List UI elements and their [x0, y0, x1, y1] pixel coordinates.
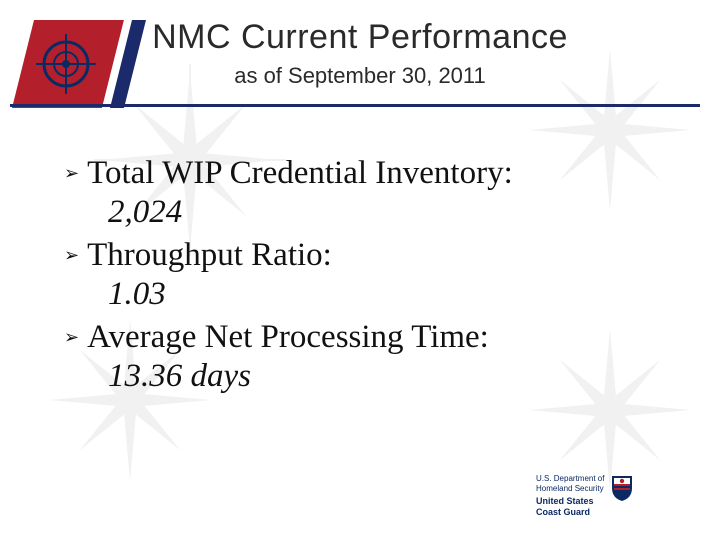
footer-line-4: Coast Guard: [536, 507, 604, 518]
chevron-icon: ➢: [64, 327, 79, 348]
chevron-icon: ➢: [64, 163, 79, 184]
bullet-list: ➢ Total WIP Credential Inventory: 2,024 …: [64, 155, 664, 401]
bullet-item: ➢ Throughput Ratio: 1.03: [64, 237, 664, 313]
bullet-item: ➢ Average Net Processing Time: 13.36 day…: [64, 319, 664, 395]
footer-line-1: U.S. Department of: [536, 474, 604, 484]
bullet-item: ➢ Total WIP Credential Inventory: 2,024: [64, 155, 664, 231]
bullet-label: Throughput Ratio:: [87, 237, 332, 274]
slide-subtitle: as of September 30, 2011: [0, 63, 720, 89]
bullet-value: 13.36 days: [64, 358, 664, 395]
bullet-value: 1.03: [64, 276, 664, 313]
bullet-label: Average Net Processing Time:: [87, 319, 489, 356]
slide-title: NMC Current Performance: [0, 18, 720, 57]
footer-line-2: Homeland Security: [536, 484, 604, 494]
coast-guard-shield-icon: [610, 474, 634, 502]
slide-header: NMC Current Performance as of September …: [0, 18, 720, 89]
footer-logo: U.S. Department of Homeland Security Uni…: [536, 474, 706, 530]
header-rule: [10, 104, 700, 107]
bullet-label: Total WIP Credential Inventory:: [87, 155, 513, 192]
footer-line-3: United States: [536, 496, 604, 507]
chevron-icon: ➢: [64, 245, 79, 266]
bullet-value: 2,024: [64, 194, 664, 231]
